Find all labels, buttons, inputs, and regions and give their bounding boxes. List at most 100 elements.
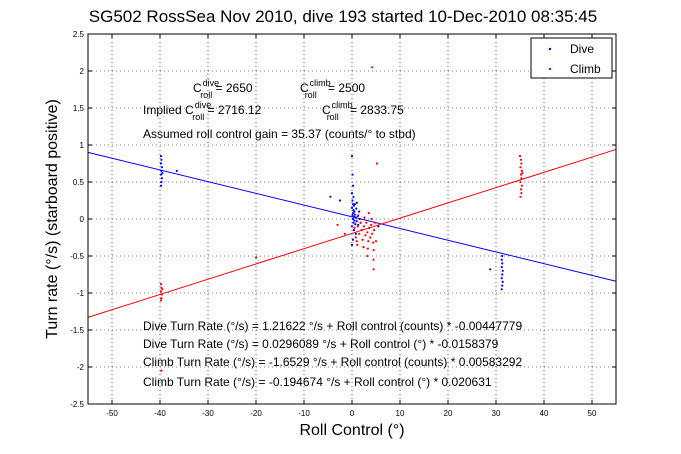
dive-point — [159, 173, 163, 176]
climb-point — [372, 229, 376, 232]
dive-point — [351, 173, 354, 176]
x-tick-label: -20 — [250, 409, 262, 418]
y-tick-label: 2 — [80, 67, 85, 76]
x-tick-label: -10 — [298, 409, 310, 418]
x-tick-label: 20 — [444, 409, 453, 418]
climb-series — [159, 66, 524, 372]
climb-point — [369, 236, 372, 239]
dive-point — [351, 184, 355, 187]
climb-point — [519, 195, 522, 198]
x-tick-label: 30 — [492, 409, 501, 418]
dive-point — [501, 280, 504, 283]
dive-point — [354, 216, 357, 219]
dive-point — [354, 232, 357, 235]
y-tick-label: 2.5 — [73, 30, 85, 39]
dive-point — [501, 269, 504, 272]
climb-point — [368, 226, 371, 229]
dive-point — [160, 169, 163, 172]
legend-dive-marker — [548, 47, 552, 51]
y-tick-label: -0.5 — [70, 252, 84, 261]
dive-point — [500, 266, 503, 269]
x-tick-label: -50 — [106, 409, 118, 418]
legend-climb-label: Climb — [570, 62, 601, 76]
fit-lines — [87, 148, 617, 318]
dive-point — [500, 288, 503, 291]
climb-point — [520, 192, 523, 195]
climb-point — [159, 283, 163, 286]
dive-eq-counts: Dive Turn Rate (°/s) = 1.21622 °/s + Rol… — [143, 319, 522, 333]
climb-point — [359, 221, 362, 224]
climb-point — [372, 258, 375, 261]
climb-point — [367, 240, 370, 243]
climb-point — [372, 248, 375, 252]
climb-point — [159, 290, 163, 293]
climb-point — [520, 162, 523, 165]
dive-point — [500, 258, 503, 261]
climb-point — [519, 180, 522, 184]
climb-point — [367, 211, 370, 215]
climb-point — [160, 369, 163, 372]
x-axis-label: Roll Control (°) — [299, 422, 404, 439]
legend-dive-label: Dive — [570, 42, 594, 56]
dive-point — [354, 223, 357, 226]
climb-point — [374, 240, 378, 243]
dive-point — [355, 207, 358, 210]
climb-point — [519, 173, 523, 176]
y-tick-label: -1.5 — [70, 326, 84, 335]
dive-point — [501, 273, 504, 276]
climb-point — [518, 155, 522, 158]
chart-title: SG502 RossSea Nov 2010, dive 193 started… — [89, 7, 597, 26]
dive-point — [358, 217, 361, 221]
climb-point — [354, 236, 357, 239]
climb-point — [370, 223, 373, 227]
y-axis-label: Turn rate (°/s) (starboard positive) — [44, 99, 61, 339]
climb-eq-degrees: Climb Turn Rate (°/s) = -0.194674 °/s + … — [143, 375, 492, 389]
dive-point — [352, 221, 355, 224]
climb-point — [159, 299, 163, 302]
climb-point — [519, 166, 522, 169]
dive-point — [501, 262, 504, 265]
dive-point — [355, 220, 358, 223]
y-tick-labels: -2.5 -2 -1.5 -1 -0.5 0 0.5 1 1.5 2 2.5 — [70, 30, 84, 409]
dive-point — [351, 217, 355, 221]
dive-point — [160, 166, 164, 169]
climb-point — [366, 231, 369, 234]
climb-point — [366, 254, 369, 258]
climb-point — [254, 256, 258, 259]
climb-point — [336, 223, 339, 227]
climb-point — [372, 268, 375, 271]
climb-point — [363, 216, 366, 219]
climb-point — [362, 225, 366, 228]
dive-point — [159, 155, 163, 158]
climb-point — [358, 232, 361, 235]
dive-point — [351, 238, 355, 241]
dive-point — [161, 172, 164, 175]
data-points — [159, 66, 524, 372]
y-tick-label: 1 — [80, 141, 85, 150]
dive-point — [353, 219, 356, 222]
dive-series — [159, 155, 504, 291]
y-tick-label: -1 — [77, 289, 85, 298]
x-tick-label: 10 — [396, 409, 405, 418]
climb-point — [355, 240, 358, 243]
dive-point — [358, 210, 361, 213]
dive-fit-line — [87, 151, 617, 282]
dive-point — [352, 195, 355, 198]
y-tick-label: -2 — [77, 363, 85, 372]
dive-point — [501, 254, 504, 258]
dive-point — [500, 277, 503, 280]
implied-dive-text: Implied Cdive roll = 2716.12 — [143, 100, 262, 122]
climb-point — [160, 297, 163, 300]
y-tick-label: -2.5 — [70, 400, 84, 409]
dive-point — [351, 214, 354, 217]
dive-point — [160, 177, 164, 180]
x-tick-label: 50 — [588, 409, 597, 418]
climb-point — [364, 234, 367, 237]
x-tick-label: -30 — [202, 409, 214, 418]
y-tick-label: 0 — [80, 215, 85, 224]
climb-point — [362, 246, 365, 249]
climb-point — [520, 177, 523, 180]
c-climb-text: Cclimb roll = 2500 — [300, 78, 365, 100]
climb-point — [373, 221, 377, 224]
